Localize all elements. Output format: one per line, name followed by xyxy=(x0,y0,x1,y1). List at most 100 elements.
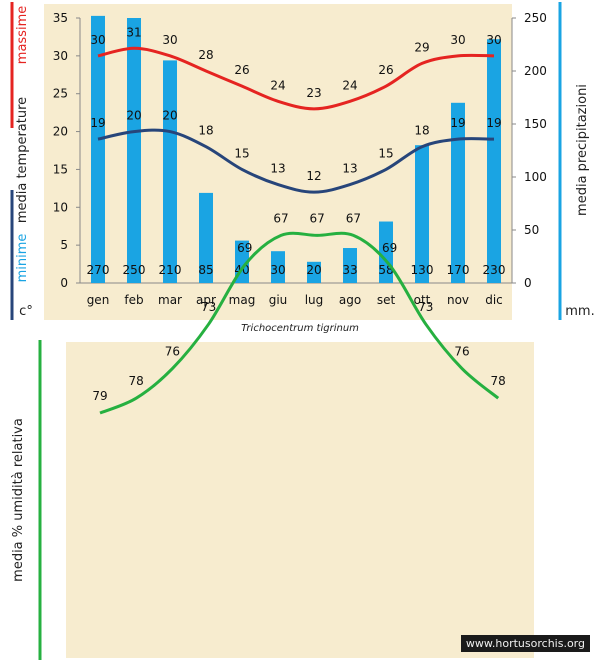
max-temp-value-label: 24 xyxy=(270,78,285,92)
humidity-value-label: 69 xyxy=(237,241,252,255)
min-temp-value-label: 20 xyxy=(162,109,177,123)
precip-bar xyxy=(91,15,105,283)
precip-value-label: 130 xyxy=(411,263,434,277)
max-temp-value-label: 30 xyxy=(162,33,177,47)
max-temp-value-label: 23 xyxy=(306,86,321,100)
x-tick-label: feb xyxy=(124,293,143,307)
precip-bar xyxy=(307,261,321,283)
precip-bar xyxy=(379,221,393,283)
humidity-line xyxy=(99,231,500,415)
y-right-tick-label: 50 xyxy=(524,223,539,237)
x-tick-label: lug xyxy=(305,293,324,307)
max-temp-value-label: 30 xyxy=(90,33,105,47)
humidity-value-label: 76 xyxy=(454,345,469,359)
precip-bar xyxy=(163,60,177,284)
x-tick-label: ago xyxy=(339,293,361,307)
minime-label: minime xyxy=(15,234,30,283)
y-left-tick-label: 10 xyxy=(53,200,68,214)
humidity-value-label: 67 xyxy=(273,211,288,225)
precip-value-label: 30 xyxy=(270,263,285,277)
max-temp-value-label: 26 xyxy=(234,63,249,77)
max-temp-value-label: 30 xyxy=(450,33,465,47)
humidity-value-label: 79 xyxy=(92,389,107,403)
max-temp-value-label: 24 xyxy=(342,78,357,92)
x-tick-label: apr xyxy=(196,293,216,307)
min-temp-value-label: 19 xyxy=(90,116,105,130)
min-temp-value-label: 13 xyxy=(342,162,357,176)
x-tick-label: nov xyxy=(447,293,469,307)
humidity-value-label: 73 xyxy=(201,300,216,314)
precip-value-label: 250 xyxy=(123,263,146,277)
y-left-tick-label: 0 xyxy=(60,276,68,290)
precip-value-label: 33 xyxy=(342,263,357,277)
y-right-tick-label: 200 xyxy=(524,64,547,78)
precip-value-label: 230 xyxy=(483,263,506,277)
massime-label: massime xyxy=(15,6,30,64)
y-left-tick-label: 35 xyxy=(53,11,68,25)
min-temp-value-label: 19 xyxy=(486,116,501,130)
x-tick-label: gen xyxy=(87,293,110,307)
humidity-axis-title: media % umidità relativa xyxy=(11,418,26,582)
humidity-value-label: 76 xyxy=(165,345,180,359)
x-tick-label: mag xyxy=(229,293,256,307)
humidity-value-label: 78 xyxy=(491,374,506,388)
max-temp-value-label: 31 xyxy=(126,25,141,39)
y-right-tick-label: 250 xyxy=(524,11,547,25)
max-temp-value-label: 29 xyxy=(414,40,429,54)
precip-value-label: 210 xyxy=(159,263,182,277)
temperature-lines xyxy=(97,46,495,194)
min-temp-value-label: 15 xyxy=(378,146,393,160)
max-temp-line xyxy=(97,46,495,111)
y-right-tick-label: 0 xyxy=(524,276,532,290)
x-tick-label: dic xyxy=(485,293,503,307)
humidity-value-label: 67 xyxy=(346,211,361,225)
precip-bar xyxy=(451,102,465,283)
precip-bar xyxy=(343,248,357,283)
max-temp-value-label: 28 xyxy=(198,48,213,62)
min-temp-value-label: 13 xyxy=(270,162,285,176)
precip-bar xyxy=(127,18,141,283)
y-left-tick-label: 25 xyxy=(53,87,68,101)
y-left-tick-label: 20 xyxy=(53,125,68,139)
humidity-value-label: 78 xyxy=(129,374,144,388)
precip-bar xyxy=(271,251,285,283)
humidity-chart: 79 78 76 73 69 67 67 67 69 73 76 78 xyxy=(92,211,506,415)
max-temp-value-label: 30 xyxy=(486,33,501,47)
min-temp-value-label: 12 xyxy=(306,169,321,183)
temperature-precipitation-chart: 0 5 10 15 20 25 30 35 0 50 100 150 200 250 gen feb mar ap… xyxy=(53,11,547,307)
humidity-value-label: 73 xyxy=(418,300,433,314)
max-temp-value-label: 26 xyxy=(378,63,393,77)
precipitation-bars xyxy=(91,15,501,284)
axes: 0 5 10 15 20 25 30 35 0 50 100 150 200 250 gen feb mar ap… xyxy=(53,11,547,307)
y-left-tick-label: 30 xyxy=(53,49,68,63)
species-caption: Trichocentrum tigrinum xyxy=(241,323,359,334)
precip-unit-label: mm. xyxy=(565,304,594,319)
min-temp-value-label: 20 xyxy=(126,109,141,123)
x-tick-label: ott xyxy=(414,293,431,307)
y-left-tick-label: 15 xyxy=(53,162,68,176)
temp-unit-label: c° xyxy=(19,304,33,319)
watermark: www.hortusorchis.org xyxy=(460,635,590,652)
y-right-tick-label: 150 xyxy=(524,117,547,131)
precip-value-label: 170 xyxy=(447,263,470,277)
min-temp-value-label: 15 xyxy=(234,146,249,160)
min-temp-value-label: 18 xyxy=(198,124,213,138)
y-right-tick-label: 100 xyxy=(524,170,547,184)
precip-value-label: 270 xyxy=(87,263,110,277)
min-temp-line xyxy=(97,128,495,194)
min-temp-value-label: 19 xyxy=(450,116,465,130)
x-tick-label: giu xyxy=(269,293,288,307)
precip-bar xyxy=(199,192,213,283)
temperature-axis-title: media temperature xyxy=(15,97,30,223)
y-left-tick-label: 5 xyxy=(60,238,68,252)
data-labels: 270 250 210 85 40 30 20 33 58 130 170 2303031302826… xyxy=(87,25,506,277)
humidity-value-label: 69 xyxy=(382,241,397,255)
precip-axis-title: media precipitazioni xyxy=(575,84,590,216)
precip-value-label: 20 xyxy=(306,263,321,277)
x-tick-label: set xyxy=(377,293,396,307)
min-temp-value-label: 18 xyxy=(414,124,429,138)
precip-bar xyxy=(487,39,501,284)
precip-bar xyxy=(415,145,429,283)
humidity-value-label: 67 xyxy=(310,211,325,225)
